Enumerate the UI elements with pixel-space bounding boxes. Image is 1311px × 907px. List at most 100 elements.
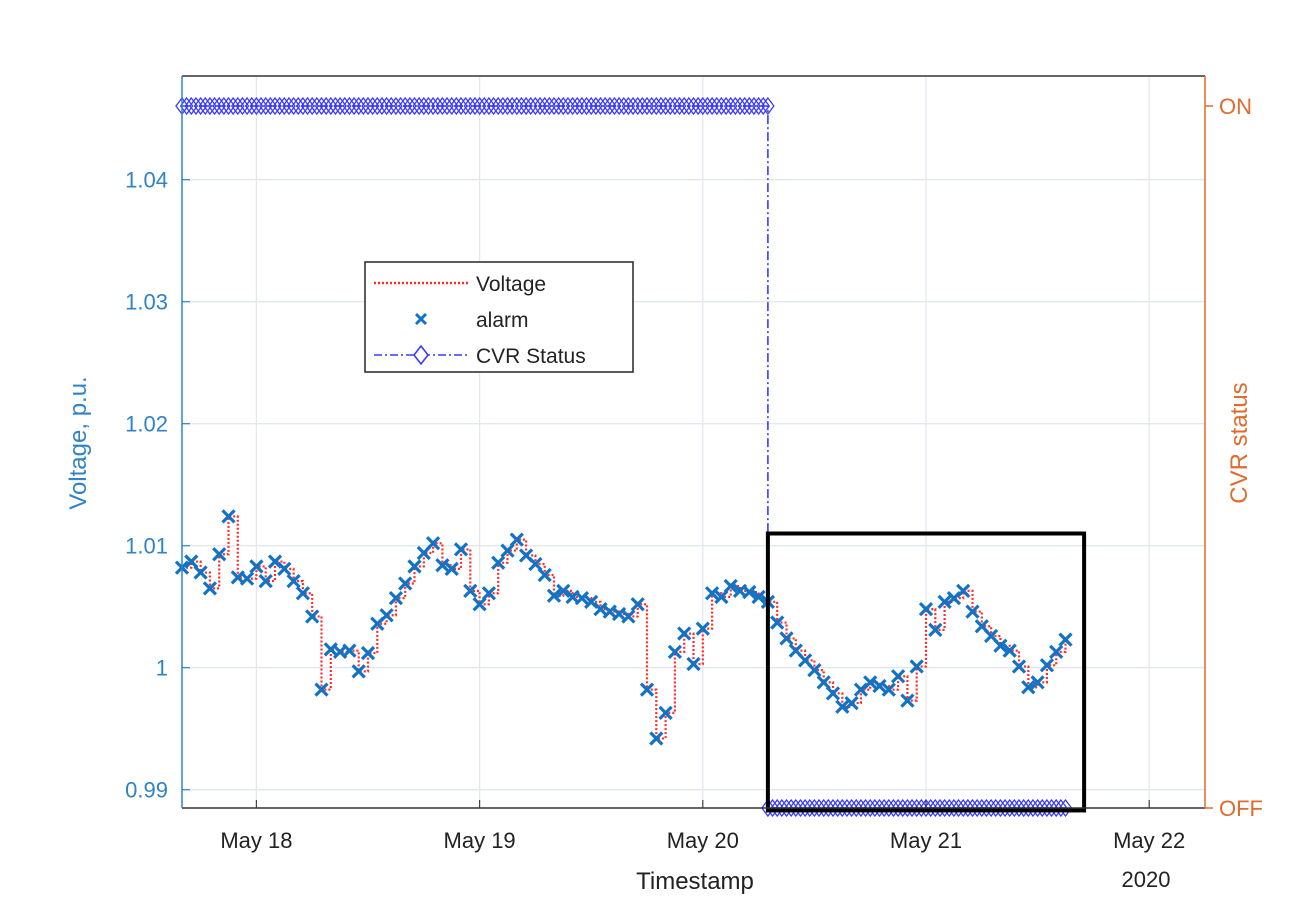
cvr-status-marker: [1021, 798, 1036, 818]
alarm-marker: [574, 591, 590, 606]
alarm-marker: [835, 699, 850, 714]
alarm-marker-stroke: [928, 622, 943, 638]
alarm-marker-stroke: [472, 597, 487, 612]
cvr-status-marker: [430, 96, 445, 116]
cvr-status-marker: [793, 798, 808, 818]
alarm-marker: [1030, 675, 1045, 690]
cvr-status-marker: [709, 96, 724, 116]
alarm-marker-stroke: [788, 643, 803, 658]
cvr-status-marker: [319, 96, 333, 116]
cvr-status-marker: [533, 96, 547, 116]
x-tick-label: May 18: [220, 828, 292, 853]
alarm-marker-stroke: [993, 638, 1008, 653]
alarm-marker: [825, 686, 841, 701]
cvr-status-marker: [812, 798, 826, 818]
cvr-status-marker: [784, 798, 798, 818]
cvr-status-marker: [849, 798, 864, 818]
cvr-status-marker: [426, 96, 440, 116]
cvr-status-marker: [988, 798, 1003, 818]
alarm-marker: [249, 559, 264, 574]
alarm-marker: [667, 644, 683, 659]
alarm-marker-stroke: [584, 594, 599, 609]
cvr-status-marker: [602, 96, 617, 116]
alarm-marker-stroke: [277, 561, 292, 577]
alarm-marker-stroke: [1049, 644, 1064, 659]
alarm-marker-stroke: [332, 644, 348, 659]
alarm-marker-stroke: [556, 583, 571, 598]
cvr-status-marker: [505, 96, 519, 116]
cvr-status-marker: [217, 96, 231, 116]
cvr-status-marker: [905, 798, 919, 818]
alarm-marker: [463, 583, 478, 598]
cvr-status-marker: [937, 798, 952, 818]
cvr-status-marker: [1026, 798, 1040, 818]
alarm-marker-stroke: [677, 626, 692, 641]
cvr-status-marker: [551, 96, 566, 116]
cvr-status-marker: [970, 798, 984, 818]
cvr-status-marker: [891, 798, 905, 818]
cvr-status-marker: [1030, 798, 1045, 818]
cvr-status-marker: [630, 96, 645, 116]
alarm-marker: [528, 556, 543, 572]
alarm-marker-stroke: [742, 584, 757, 600]
cvr-status-marker: [928, 798, 943, 818]
cvr-status-marker: [365, 96, 380, 116]
cvr-status-marker: [1007, 798, 1022, 818]
cvr-status-marker: [1012, 798, 1026, 818]
cvr-status-line: [182, 105, 1066, 809]
alarm-marker-stroke: [1021, 680, 1036, 695]
cvr-status-marker: [788, 798, 803, 818]
legend-voltage-label: Voltage: [476, 273, 546, 296]
alarm-marker: [444, 561, 459, 577]
cvr-status-marker: [881, 798, 896, 818]
alarm-marker: [212, 547, 227, 562]
cvr-status-marker: [775, 798, 789, 818]
axes: May 18 May 19 May 20 May 21 May 22 0.99 1 1.01 1…: [125, 75, 1263, 853]
cvr-status-marker: [351, 96, 366, 116]
cvr-status-marker: [403, 96, 417, 116]
cvr-status-marker: [268, 96, 282, 116]
cvr-status-marker: [514, 96, 529, 116]
cvr-status-marker: [416, 96, 431, 116]
cvr-status-marker: [719, 96, 733, 116]
alarm-marker-stroke: [649, 731, 664, 746]
cvr-status-marker: [923, 798, 938, 818]
alarm-marker-stroke: [509, 532, 524, 547]
alarm-marker-stroke: [621, 609, 636, 624]
alarm-marker: [649, 731, 664, 746]
cvr-status-marker: [993, 798, 1008, 818]
cvr-status-marker: [291, 96, 306, 116]
cvr-status-marker: [398, 96, 413, 116]
alarm-marker-stroke: [890, 669, 906, 684]
alarm-marker-stroke: [881, 682, 896, 697]
alarm-marker-stroke: [909, 659, 924, 674]
legend-cvr-label: CVR Status: [476, 345, 586, 368]
alarm-marker-stroke: [872, 678, 887, 694]
alarm-marker: [751, 589, 766, 605]
cvr-status-marker: [770, 798, 785, 818]
alarm-marker-stroke: [435, 558, 450, 573]
legend: Voltage alarm CVR Status: [364, 261, 634, 373]
alarm-marker-stroke: [305, 609, 320, 624]
cvr-status-marker: [756, 96, 771, 116]
cvr-status-marker: [226, 96, 240, 116]
cvr-status-marker: [472, 96, 487, 116]
cvr-status-marker: [593, 96, 608, 116]
cvr-status-marker: [802, 798, 817, 818]
alarm-marker: [379, 608, 394, 623]
cvr-status-marker: [491, 96, 506, 116]
alarm-marker: [407, 559, 422, 574]
y-right-tick-label: ON: [1219, 94, 1252, 119]
alarm-marker-stroke: [751, 589, 766, 605]
cvr-status-marker: [263, 96, 278, 116]
cvr-status-marker: [779, 798, 794, 818]
alarm-marker-stroke: [444, 561, 459, 577]
cvr-status-marker: [286, 96, 301, 116]
cvr-status-series: [175, 96, 1073, 818]
alarm-marker-stroke: [983, 628, 999, 644]
alarm-marker: [481, 586, 497, 601]
voltage-series: [182, 515, 1067, 740]
alarm-marker: [723, 578, 738, 594]
alarm-marker: [779, 631, 794, 646]
